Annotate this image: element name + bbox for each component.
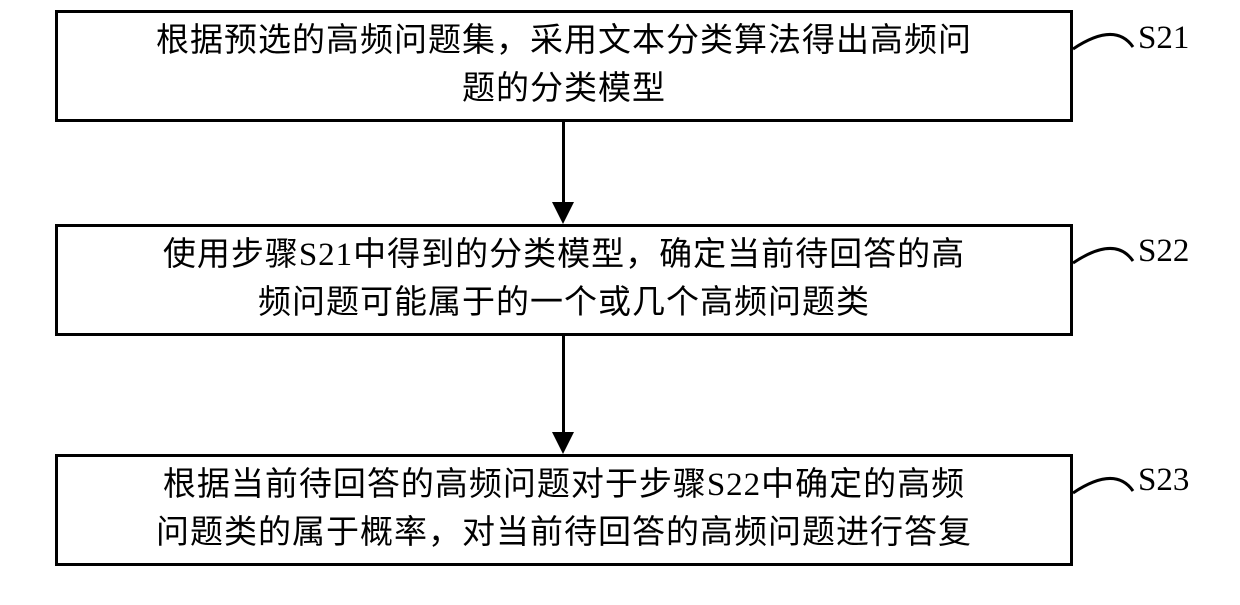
flow-node-s22: 使用步骤S21中得到的分类模型，确定当前待回答的高 频问题可能属于的一个或几个高… [55,224,1073,336]
flow-arrow-line [562,122,565,202]
flow-node-text: 根据预选的高频问题集，采用文本分类算法得出高频问 题的分类模型 [156,18,972,114]
step-label-s22: S22 [1138,233,1189,270]
label-connector [1073,232,1135,268]
flow-node-s21: 根据预选的高频问题集，采用文本分类算法得出高频问 题的分类模型 [55,10,1073,122]
text-line: 问题类的属于概率，对当前待回答的高频问题进行答复 [156,515,972,551]
text-line: 题的分类模型 [462,71,666,107]
flowchart-canvas: 根据预选的高频问题集，采用文本分类算法得出高频问 题的分类模型 S21 使用步骤… [0,0,1240,605]
label-text: S21 [1138,20,1189,56]
flow-node-text: 根据当前待回答的高频问题对于步骤S22中确定的高频 问题类的属于概率，对当前待回… [156,462,972,558]
flow-arrow-line [562,336,565,432]
flow-arrow-head-icon [552,202,574,224]
label-connector [1073,462,1135,498]
flow-node-s23: 根据当前待回答的高频问题对于步骤S22中确定的高频 问题类的属于概率，对当前待回… [55,454,1073,566]
flow-node-text: 使用步骤S21中得到的分类模型，确定当前待回答的高 频问题可能属于的一个或几个高… [163,232,965,328]
text-line: 根据当前待回答的高频问题对于步骤S22中确定的高频 [163,467,965,503]
label-text: S23 [1138,462,1189,498]
text-line: 根据预选的高频问题集，采用文本分类算法得出高频问 [156,23,972,59]
flow-arrow-head-icon [552,432,574,454]
text-line: 使用步骤S21中得到的分类模型，确定当前待回答的高 [163,237,965,273]
label-text: S22 [1138,233,1189,269]
text-line: 频问题可能属于的一个或几个高频问题类 [258,285,870,321]
label-connector [1073,18,1135,54]
step-label-s23: S23 [1138,462,1189,499]
step-label-s21: S21 [1138,20,1189,57]
